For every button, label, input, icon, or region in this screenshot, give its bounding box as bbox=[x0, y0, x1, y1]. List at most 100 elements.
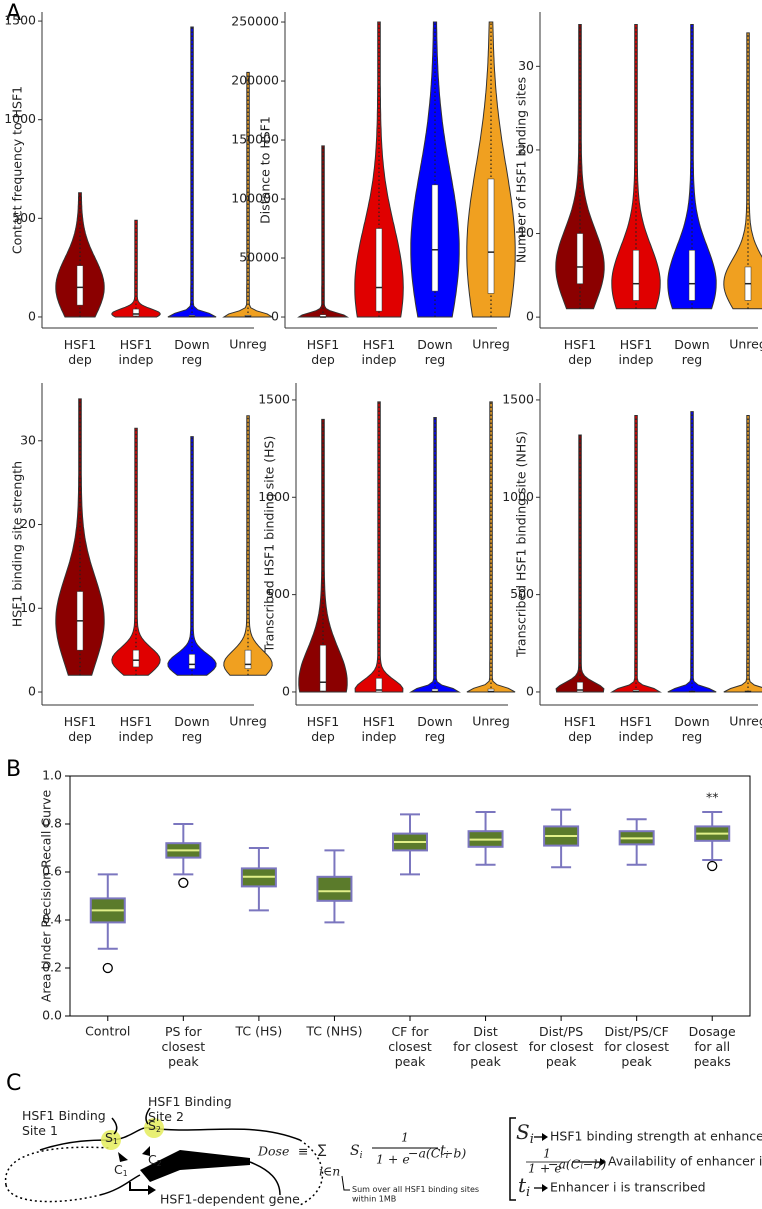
math-symbol: Si bbox=[516, 1120, 534, 1147]
x-tick-label: Unreg bbox=[472, 337, 510, 352]
x-tick-label: Dosage for all peaks bbox=[689, 1024, 736, 1069]
y-tick-label: 50000 bbox=[239, 250, 279, 265]
violin bbox=[466, 21, 516, 318]
diagram-text: 1 bbox=[401, 1130, 409, 1145]
x-tick-label: Dist/PS/CF for closest peak bbox=[604, 1024, 669, 1069]
y-tick-label: 1000 bbox=[258, 489, 290, 504]
x-tick-label: HSF1 dep bbox=[307, 337, 339, 367]
iqr-box bbox=[632, 250, 640, 301]
contact-arrow bbox=[142, 1146, 150, 1156]
x-tick-label: Down reg bbox=[174, 714, 209, 744]
diagram-symbol: S1 bbox=[105, 1130, 118, 1147]
iqr-box bbox=[375, 228, 383, 312]
y-tick-label: 1000 bbox=[4, 111, 36, 126]
y-tick-label: 30 bbox=[518, 58, 534, 73]
binding-site bbox=[144, 1118, 164, 1138]
gene-body bbox=[140, 1150, 250, 1182]
tss-arrow bbox=[129, 1182, 148, 1191]
iqr-box bbox=[431, 184, 439, 292]
iqr-box bbox=[244, 649, 252, 669]
x-tick-label: Down reg bbox=[174, 337, 209, 367]
iqr-box bbox=[188, 654, 196, 669]
outlier bbox=[178, 877, 189, 888]
diagram-text: ≡ bbox=[298, 1144, 308, 1159]
y-tick-label: 0 bbox=[282, 683, 290, 698]
violin bbox=[410, 21, 460, 318]
y-tick-label: 10 bbox=[518, 225, 534, 240]
x-tick-label: HSF1 dep bbox=[564, 714, 596, 744]
legend-arrowheads bbox=[542, 1133, 606, 1192]
symbol: C bbox=[114, 1162, 123, 1177]
diagram-text: Dose bbox=[257, 1144, 289, 1159]
outlier bbox=[102, 962, 113, 974]
math-part: i bbox=[526, 1185, 530, 1200]
y-axis-label: Distance to HSF1 bbox=[258, 116, 273, 224]
diagram-text: 1 + e bbox=[528, 1161, 562, 1176]
diagram-text: HSF1 Binding Site 1 bbox=[22, 1108, 106, 1138]
y-tick-label: 1500 bbox=[258, 391, 290, 406]
y-tick-label: 1500 bbox=[502, 391, 534, 406]
iqr-box bbox=[132, 308, 140, 317]
y-tick-label: 0 bbox=[526, 309, 534, 324]
iqr-box bbox=[688, 250, 696, 301]
contact-arrow bbox=[118, 1152, 128, 1162]
x-tick-label: HSF1 dep bbox=[64, 337, 96, 367]
x-tick-label: PS for closest peak bbox=[162, 1024, 206, 1069]
diagram-text: Enhancer i is transcribed bbox=[550, 1180, 706, 1195]
violin bbox=[55, 192, 105, 318]
x-tick-label: HSF1 indep bbox=[619, 714, 654, 744]
y-tick-label: 500 bbox=[266, 586, 290, 601]
x-tick-label: Down reg bbox=[417, 337, 452, 367]
x-tick-label: HSF1 indep bbox=[119, 337, 154, 367]
y-axis-label: Contact frequency to HSF1 bbox=[10, 86, 25, 254]
y-tick-label: 100000 bbox=[231, 191, 279, 206]
math-symbol: ti bbox=[518, 1173, 530, 1200]
y-tick-label: 0 bbox=[28, 308, 36, 323]
pointer bbox=[145, 1107, 151, 1125]
iqr-box bbox=[132, 649, 140, 668]
y-tick-label: 20 bbox=[518, 141, 534, 156]
y-axis-label: Transcribed HSF1 binding site (HS) bbox=[262, 436, 277, 654]
iqr-box bbox=[319, 644, 327, 692]
y-tick-label: 0.8 bbox=[42, 816, 62, 831]
box bbox=[316, 875, 353, 902]
y-axis-label: Number of HSF1 binding sites bbox=[514, 77, 529, 263]
diagram-text: HSF1-dependent gene bbox=[160, 1192, 300, 1207]
violin bbox=[555, 24, 605, 310]
math-symbol: Si bbox=[350, 1143, 363, 1161]
annotation: ** bbox=[706, 790, 719, 805]
diagram-text: 1 + e bbox=[376, 1152, 410, 1167]
violin bbox=[297, 145, 350, 318]
y-tick-label: 500 bbox=[510, 586, 534, 601]
y-tick-label: 0 bbox=[271, 309, 279, 324]
diagram-text: −a(Cᵢ−b) bbox=[408, 1146, 466, 1161]
y-tick-label: 1.0 bbox=[42, 768, 62, 783]
diagram-text: 1 bbox=[543, 1146, 551, 1161]
y-tick-label: 10 bbox=[20, 600, 36, 615]
violin bbox=[222, 71, 274, 318]
diagram-text: i∈n bbox=[319, 1164, 340, 1179]
violin bbox=[667, 24, 717, 310]
x-tick-label: HSF1 indep bbox=[119, 714, 154, 744]
diagram-text: ∑ bbox=[318, 1142, 327, 1157]
symbol: S bbox=[105, 1130, 113, 1145]
y-tick-label: 0.2 bbox=[42, 960, 62, 975]
math-part: S bbox=[350, 1143, 360, 1159]
x-tick-label: Down reg bbox=[417, 714, 452, 744]
math-part: i bbox=[530, 1132, 534, 1147]
violin bbox=[610, 415, 662, 693]
diagram-text: HSF1 Binding Site 2 bbox=[148, 1094, 232, 1124]
panel-label: A bbox=[6, 1, 21, 26]
x-tick-label: HSF1 dep bbox=[307, 714, 339, 744]
iqr-box bbox=[576, 233, 584, 284]
x-tick-label: Down reg bbox=[674, 714, 709, 744]
note-arrow bbox=[341, 1175, 350, 1191]
subscript: 2 bbox=[157, 1159, 162, 1168]
y-tick-label: 0 bbox=[526, 683, 534, 698]
x-tick-label: TC (NHS) bbox=[305, 1024, 362, 1039]
math-symbol: ti bbox=[440, 1143, 449, 1161]
violin bbox=[223, 415, 273, 676]
outlier bbox=[707, 860, 718, 872]
